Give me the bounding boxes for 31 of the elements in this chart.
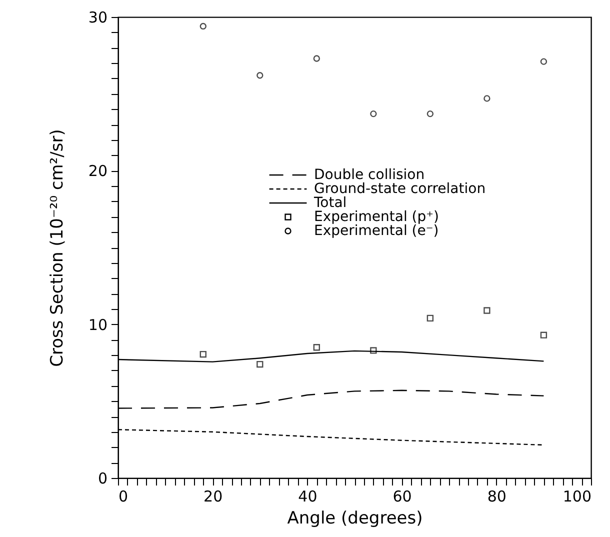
point <box>200 350 206 358</box>
legend-label: Total <box>313 195 347 211</box>
point <box>540 58 548 65</box>
point <box>426 314 434 322</box>
x-axis-title: Angle (degrees) <box>287 508 423 528</box>
point <box>200 22 206 30</box>
y-tick-label: 10 <box>88 316 108 334</box>
legend-label: Experimental (e⁻) <box>314 223 439 239</box>
point <box>370 110 377 118</box>
legend-label: Double collision <box>314 167 425 183</box>
x-tick-label: 20 <box>204 488 223 506</box>
x-tick-label: 0 <box>118 488 128 506</box>
x-tick-label: 40 <box>298 488 318 506</box>
y-tick-label: 20 <box>88 162 108 180</box>
point <box>370 347 377 354</box>
point <box>540 332 548 338</box>
x-tick-label: 80 <box>487 488 506 506</box>
x-tick-label: 60 <box>392 488 412 506</box>
point <box>313 344 320 351</box>
x-tick-label: 100 <box>562 488 592 506</box>
point <box>426 110 434 118</box>
point <box>484 95 490 102</box>
point <box>484 307 490 314</box>
legend-label: Experimental (p⁺) <box>314 209 440 225</box>
legend-label: Ground-state correlation <box>314 181 486 197</box>
y-tick-label: 0 <box>98 470 108 488</box>
point <box>256 360 264 368</box>
point <box>313 55 320 62</box>
y-tick-label: 30 <box>88 8 108 26</box>
y-axis-title: Cross Section (10⁻²⁰ cm²/sr) <box>47 129 68 367</box>
point <box>256 72 264 79</box>
